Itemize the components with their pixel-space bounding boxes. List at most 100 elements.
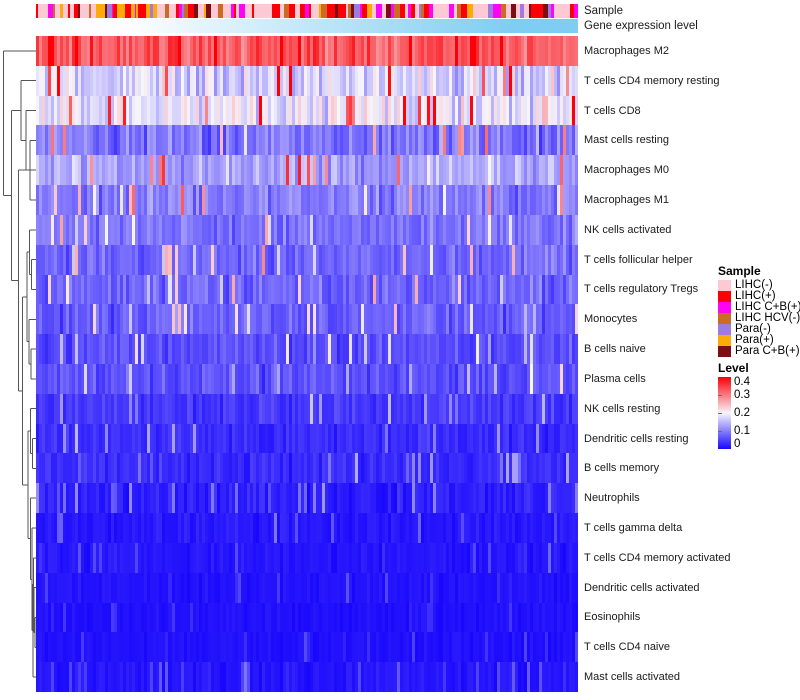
heatmap-cell bbox=[204, 65, 209, 96]
heatmap-cell bbox=[550, 364, 555, 394]
heatmap-cell bbox=[430, 185, 435, 215]
heatmap-cell bbox=[445, 304, 450, 335]
heatmap-cell bbox=[481, 95, 486, 126]
heatmap-cell bbox=[523, 602, 528, 633]
heatmap-cell bbox=[361, 453, 365, 484]
heatmap-cell bbox=[349, 304, 353, 335]
heatmap-cell bbox=[174, 662, 179, 692]
heatmap-cell bbox=[219, 155, 224, 186]
heatmap-cell bbox=[123, 185, 127, 215]
heatmap-cell bbox=[517, 125, 522, 156]
heatmap-cell bbox=[99, 334, 103, 364]
heatmap-cell bbox=[300, 36, 305, 66]
heatmap-cell bbox=[69, 483, 73, 514]
row-label: Macrophages M2 bbox=[584, 44, 669, 57]
heatmap-cell bbox=[415, 483, 419, 514]
heatmap-cell bbox=[424, 274, 429, 305]
heatmap-cell bbox=[331, 36, 335, 66]
heatmap-cell bbox=[547, 155, 552, 186]
heatmap-cell bbox=[418, 155, 423, 186]
heatmap-cell bbox=[51, 393, 55, 424]
heatmap-cell bbox=[138, 364, 142, 394]
heatmap-cell bbox=[93, 304, 97, 335]
heatmap-cell bbox=[297, 244, 302, 275]
heatmap-cell bbox=[322, 364, 326, 394]
heatmap-cell bbox=[334, 244, 338, 275]
heatmap-cell bbox=[385, 185, 389, 215]
heatmap-cell bbox=[517, 423, 522, 454]
heatmap-cell bbox=[433, 304, 438, 335]
heatmap-cell bbox=[39, 364, 43, 394]
sample-annotation-stripe bbox=[253, 4, 259, 18]
heatmap-cell bbox=[87, 125, 91, 156]
heatmap-cell bbox=[69, 393, 73, 424]
heatmap-cell bbox=[400, 155, 404, 186]
sample-annotation-stripe bbox=[537, 4, 544, 18]
heatmap-cell bbox=[192, 95, 197, 126]
heatmap-cell bbox=[478, 453, 483, 484]
heatmap-cell bbox=[490, 513, 495, 543]
heatmap-cell bbox=[297, 662, 302, 692]
heatmap-cell bbox=[282, 125, 287, 156]
heatmap-cell bbox=[51, 364, 55, 394]
heatmap-cell bbox=[394, 423, 398, 454]
heatmap-cell bbox=[120, 602, 124, 633]
heatmap-cell bbox=[240, 155, 245, 186]
heatmap-cell bbox=[300, 602, 305, 633]
heatmap-cell bbox=[288, 185, 293, 215]
heatmap-cell bbox=[129, 393, 133, 424]
heatmap-cell bbox=[511, 453, 516, 484]
heatmap-cell bbox=[102, 364, 106, 394]
heatmap-cell bbox=[105, 423, 109, 454]
heatmap-cell bbox=[231, 513, 236, 543]
heatmap-cell bbox=[90, 65, 94, 96]
heatmap-cell bbox=[186, 334, 191, 364]
heatmap-cell bbox=[168, 602, 173, 633]
heatmap-cell bbox=[442, 274, 447, 305]
heatmap-cell bbox=[403, 244, 407, 275]
heatmap-cell bbox=[111, 602, 115, 633]
heatmap-cell bbox=[162, 572, 167, 603]
heatmap-cell bbox=[144, 214, 148, 245]
heatmap-cell bbox=[108, 274, 112, 305]
heatmap-cell bbox=[171, 274, 176, 305]
heatmap-cell bbox=[186, 662, 191, 692]
heatmap-cell bbox=[255, 662, 260, 692]
heatmap-cell bbox=[132, 334, 136, 364]
heatmap-cell bbox=[430, 602, 435, 633]
heatmap-cell bbox=[99, 542, 103, 573]
heatmap-cell bbox=[282, 244, 287, 275]
heatmap-cell bbox=[517, 513, 522, 543]
heatmap-cell bbox=[472, 662, 477, 692]
heatmap-cell bbox=[66, 483, 70, 514]
heatmap-cell bbox=[370, 304, 374, 335]
heatmap-cell bbox=[370, 95, 374, 126]
heatmap-cell bbox=[210, 572, 215, 603]
heatmap-cell bbox=[156, 423, 161, 454]
heatmap-cell bbox=[457, 393, 462, 424]
heatmap-cell bbox=[433, 274, 438, 305]
heatmap-cell bbox=[418, 125, 423, 156]
heatmap-cell bbox=[322, 274, 326, 305]
heatmap-cell bbox=[246, 513, 251, 543]
heatmap-cell bbox=[105, 244, 109, 275]
heatmap-cell bbox=[288, 244, 293, 275]
heatmap-cell bbox=[388, 36, 392, 66]
heatmap-cell bbox=[93, 393, 97, 424]
heatmap-cell bbox=[571, 155, 576, 186]
heatmap-cell bbox=[207, 65, 212, 96]
heatmap-cell bbox=[132, 393, 136, 424]
heatmap-cell bbox=[162, 602, 167, 633]
heatmap-cell bbox=[288, 125, 293, 156]
heatmap-cell bbox=[358, 125, 362, 156]
heatmap-cell bbox=[210, 483, 215, 514]
heatmap-cell bbox=[412, 483, 416, 514]
heatmap-cell bbox=[90, 95, 94, 126]
heatmap-cell bbox=[400, 244, 404, 275]
heatmap-cell bbox=[340, 662, 344, 692]
heatmap-cell bbox=[433, 632, 438, 663]
heatmap-cell bbox=[412, 602, 416, 633]
heatmap-cell bbox=[313, 244, 317, 275]
heatmap-cell bbox=[78, 155, 82, 186]
heatmap-cell bbox=[424, 542, 429, 573]
